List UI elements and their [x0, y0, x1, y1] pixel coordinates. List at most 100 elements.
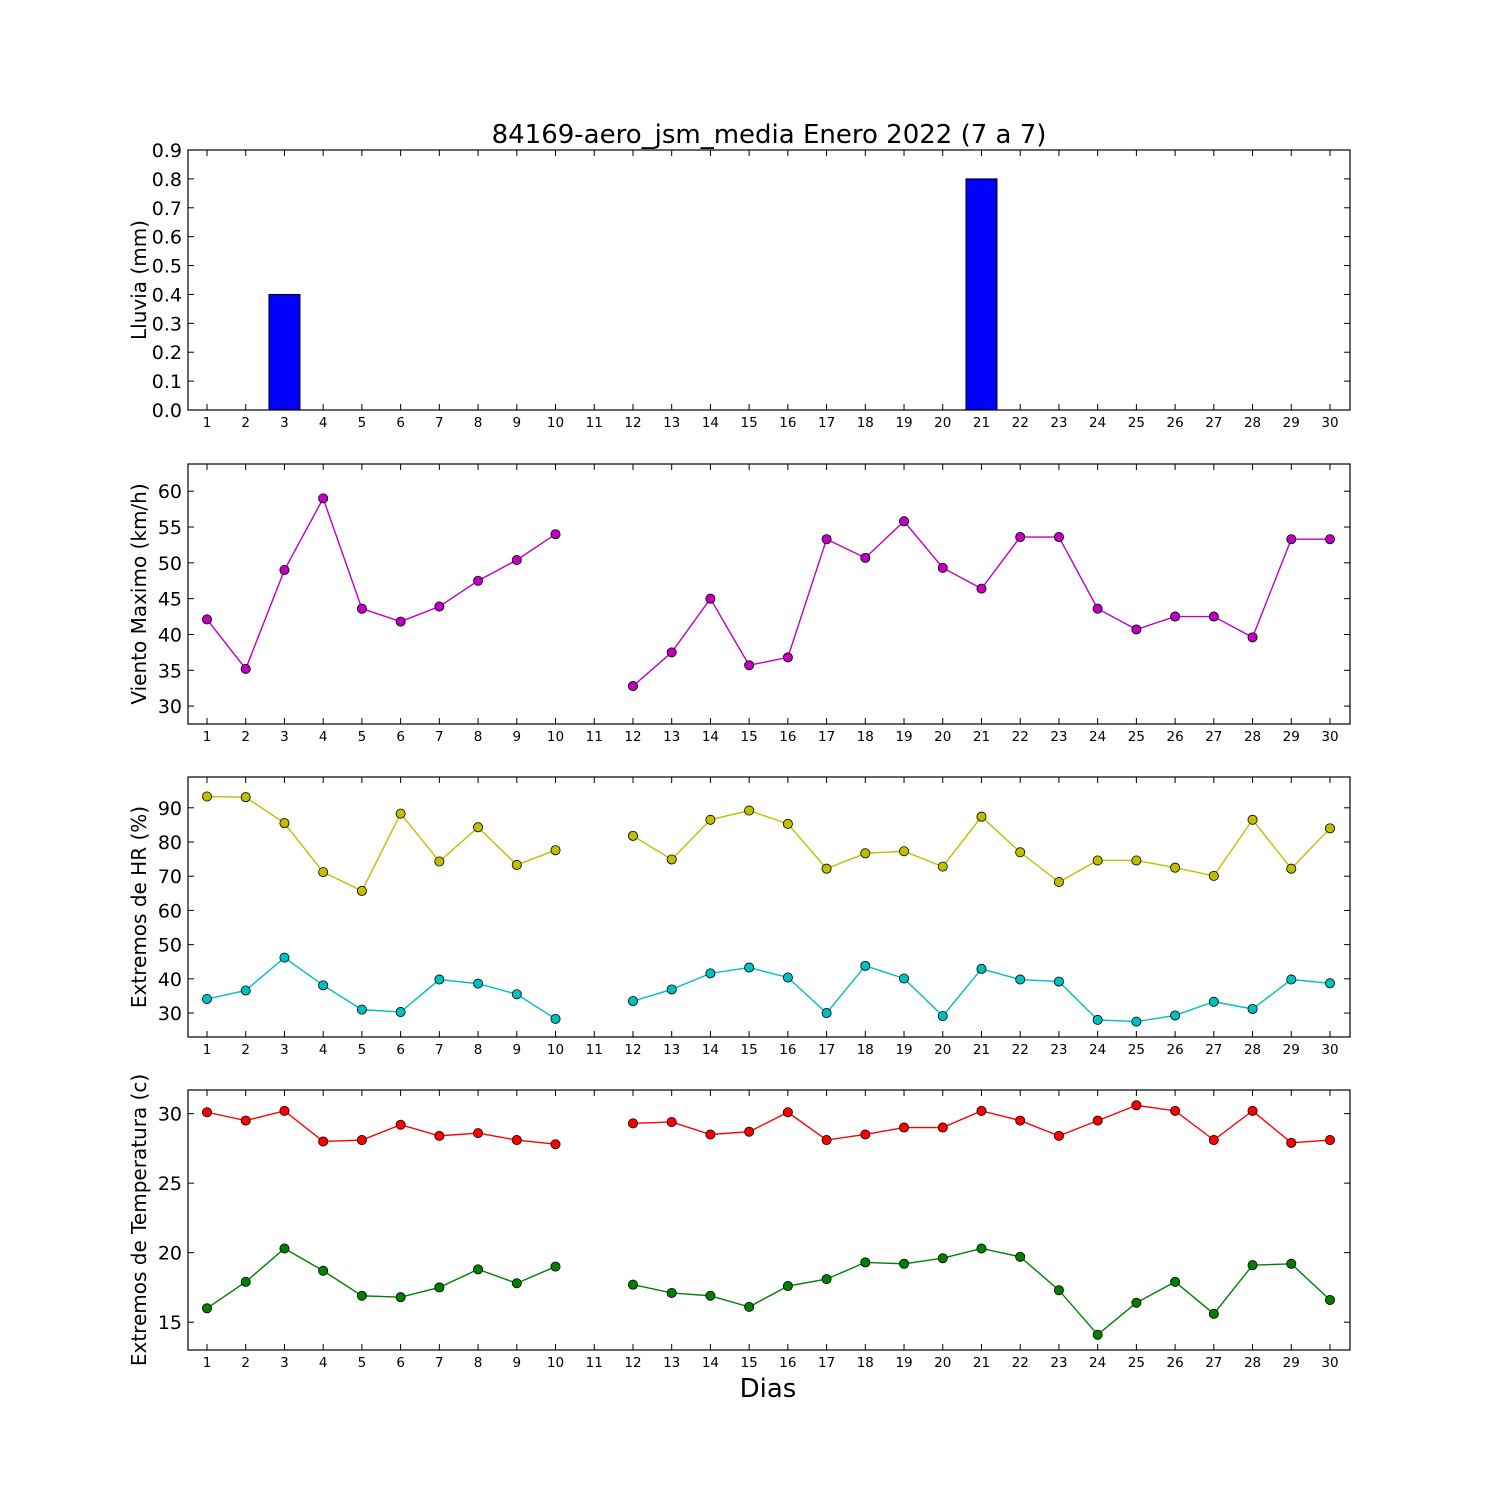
- x-tick-label: 17: [818, 1355, 835, 1371]
- x-tick-label: 17: [818, 415, 835, 431]
- x-tick-label: 4: [319, 415, 328, 431]
- x-tick-label: 22: [1012, 1042, 1029, 1058]
- x-tick-label: 23: [1050, 415, 1067, 431]
- x-tick-label: 16: [779, 415, 796, 431]
- data-point-day-13: [666, 647, 677, 658]
- data-point-day-6: [395, 808, 406, 819]
- x-tick-label: 28: [1244, 1355, 1261, 1371]
- data-point-day-24: [1092, 603, 1103, 614]
- data-point-day-14: [705, 968, 716, 979]
- x-tick-label: 27: [1205, 1355, 1222, 1371]
- x-tick-label: 15: [741, 415, 758, 431]
- data-point-day-1: [201, 614, 212, 625]
- x-tick-label: 6: [396, 1042, 405, 1058]
- data-point-day-24: [1092, 1014, 1103, 1025]
- x-tick-label: 5: [358, 729, 367, 745]
- data-point-day-19: [899, 516, 910, 527]
- data-point-day-5: [356, 1135, 367, 1146]
- data-point-day-22: [1015, 1251, 1026, 1262]
- data-point-day-19: [899, 846, 910, 857]
- x-tick-label: 24: [1089, 1042, 1106, 1058]
- data-point-day-16: [782, 818, 793, 829]
- data-point-day-29: [1286, 974, 1297, 985]
- x-tick-label: 29: [1283, 415, 1300, 431]
- x-tick-label: 26: [1167, 415, 1184, 431]
- data-point-day-26: [1170, 1276, 1181, 1287]
- data-point-day-15: [744, 660, 755, 671]
- data-point-day-15: [744, 1126, 755, 1137]
- data-point-day-12: [627, 1279, 638, 1290]
- data-point-day-6: [395, 1292, 406, 1303]
- data-point-day-20: [937, 1011, 948, 1022]
- y-tick-label: 0.6: [152, 227, 182, 249]
- x-tick-label: 27: [1205, 1042, 1222, 1058]
- x-tick-label: 7: [435, 1355, 444, 1371]
- data-point-day-9: [511, 1135, 522, 1146]
- x-tick-label: 18: [857, 1042, 874, 1058]
- data-point-day-24: [1092, 1329, 1103, 1340]
- y-tick-label: 0.9: [152, 140, 182, 162]
- data-point-day-8: [473, 1128, 484, 1139]
- plot-frame: [187, 149, 1351, 411]
- x-tick-label: 1: [203, 1355, 212, 1371]
- data-point-day-28: [1247, 1260, 1258, 1271]
- x-tick-label: 26: [1167, 729, 1184, 745]
- x-tick-label: 22: [1012, 415, 1029, 431]
- x-tick-label: 3: [280, 415, 289, 431]
- x-tick-label: 13: [663, 415, 680, 431]
- data-point-day-10: [550, 845, 561, 856]
- x-tick-label: 5: [358, 1355, 367, 1371]
- data-point-day-30: [1325, 823, 1336, 834]
- data-point-day-10: [550, 1139, 561, 1150]
- data-point-day-16: [782, 1107, 793, 1118]
- data-point-day-12: [627, 681, 638, 692]
- x-tick-label: 16: [779, 1042, 796, 1058]
- data-point-day-10: [550, 1261, 561, 1272]
- data-point-day-16: [782, 652, 793, 663]
- data-point-day-10: [550, 529, 561, 540]
- data-point-day-26: [1170, 1010, 1181, 1021]
- y-tick-label: 45: [158, 589, 182, 611]
- x-tick-label: 11: [586, 1355, 603, 1371]
- data-point-day-13: [666, 854, 677, 865]
- data-point-day-28: [1247, 1003, 1258, 1014]
- x-tick-label: 26: [1167, 1355, 1184, 1371]
- x-tick-label: 9: [512, 729, 521, 745]
- x-tick-label: 14: [702, 1355, 719, 1371]
- x-tick-label: 29: [1283, 1355, 1300, 1371]
- panel-1: 0.00.10.20.30.40.50.60.70.80.91 2 3 4 5 6 7 8 9 1…: [127, 140, 1351, 431]
- data-point-day-14: [705, 593, 716, 604]
- data-point-day-14: [705, 1129, 716, 1140]
- data-point-day-9: [511, 859, 522, 870]
- data-point-day-10: [550, 1013, 561, 1024]
- data-point-day-8: [473, 822, 484, 833]
- x-tick-label: 28: [1244, 1042, 1261, 1058]
- x-tick-label: 13: [663, 1042, 680, 1058]
- data-point-day-17: [821, 1008, 832, 1019]
- x-tick-label: 16: [779, 729, 796, 745]
- data-point-day-9: [511, 989, 522, 1000]
- x-tick-label: 5: [358, 1042, 367, 1058]
- x-tick-label: 18: [857, 729, 874, 745]
- x-tick-label: 6: [396, 729, 405, 745]
- y-tick-label: 0.3: [152, 313, 182, 335]
- data-point-day-20: [937, 861, 948, 872]
- x-tick-label: 27: [1205, 729, 1222, 745]
- data-point-day-17: [821, 534, 832, 545]
- data-point-day-27: [1208, 996, 1219, 1007]
- x-tick-label: 11: [586, 1042, 603, 1058]
- x-axis-label: Dias: [740, 1374, 797, 1404]
- x-tick-label: 8: [474, 1355, 483, 1371]
- x-tick-label: 13: [663, 729, 680, 745]
- data-point-day-1: [201, 994, 212, 1005]
- x-tick-label: 22: [1012, 729, 1029, 745]
- data-point-day-15: [744, 962, 755, 973]
- bar-day-21: [965, 178, 998, 411]
- data-point-day-18: [860, 960, 871, 971]
- data-point-day-12: [627, 1118, 638, 1129]
- data-point-day-17: [821, 1274, 832, 1285]
- data-point-day-23: [1053, 532, 1064, 543]
- data-point-day-20: [937, 1253, 948, 1264]
- data-point-day-30: [1325, 978, 1336, 989]
